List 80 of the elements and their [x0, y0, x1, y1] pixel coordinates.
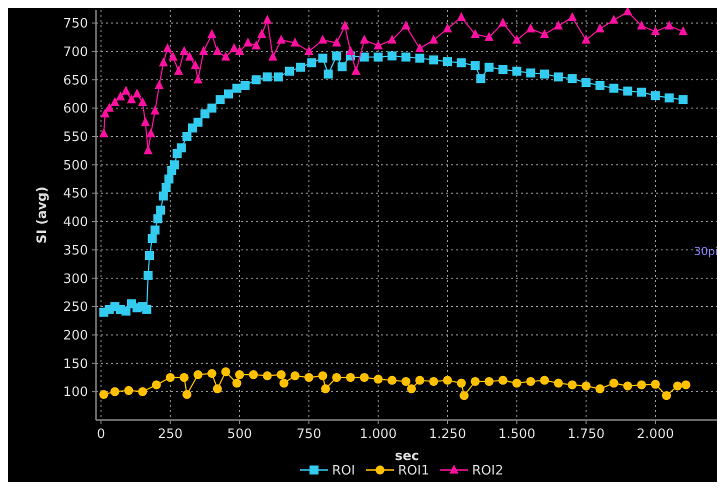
point	[232, 378, 242, 388]
point	[152, 380, 161, 390]
point	[484, 376, 494, 386]
y-tick-label: 500	[63, 158, 88, 174]
y-axis-title: SI (avg)	[35, 186, 50, 244]
y-tick-label: 750	[63, 16, 88, 32]
legend-label: ROI2	[472, 464, 504, 479]
point	[415, 376, 424, 385]
point	[207, 369, 216, 378]
point	[318, 371, 328, 380]
x-tick-label: 1.250	[428, 427, 466, 442]
point	[360, 372, 369, 382]
x-tick-label: 1.000	[360, 427, 397, 442]
y-tick-label: 650	[63, 73, 88, 88]
point	[637, 380, 646, 390]
point	[248, 370, 258, 380]
point	[290, 371, 300, 380]
x-tick-label: 750	[296, 427, 322, 442]
x-tick-label: 2.000	[636, 427, 674, 442]
legend-label: ROI1	[398, 464, 430, 479]
x-tick-label: 1.500	[498, 427, 536, 442]
point	[401, 376, 410, 386]
point	[304, 372, 314, 382]
x-tick-label: 250	[158, 427, 183, 442]
point	[276, 370, 286, 380]
y-tick-label: 400	[63, 215, 88, 230]
point	[554, 378, 563, 388]
point	[212, 384, 222, 394]
point	[262, 371, 272, 380]
point	[388, 376, 397, 385]
point	[460, 391, 469, 400]
y-tick-label: 450	[63, 186, 88, 202]
point	[221, 367, 230, 376]
legend-label: ROI	[332, 464, 356, 479]
point	[650, 380, 660, 389]
point	[582, 381, 591, 390]
point	[609, 378, 618, 388]
point	[568, 380, 577, 390]
point	[346, 372, 355, 382]
point	[526, 376, 536, 386]
point	[623, 381, 632, 390]
point	[456, 378, 466, 388]
point	[138, 387, 148, 396]
point	[166, 372, 175, 382]
point	[595, 384, 604, 394]
y-tick-label: 350	[63, 243, 88, 258]
y-tick-label: 700	[63, 44, 88, 60]
point	[182, 390, 192, 399]
point	[406, 384, 416, 394]
x-tick-label: 500	[227, 427, 252, 442]
y-tick-label: 150	[63, 356, 88, 372]
point	[512, 378, 522, 388]
x-axis-title: sec	[394, 449, 420, 464]
point	[194, 370, 203, 380]
point	[442, 376, 452, 385]
point	[498, 376, 508, 385]
y-tick-label: 600	[63, 102, 88, 117]
point	[332, 372, 342, 382]
point	[662, 391, 671, 400]
x-tick-label: 1.750	[567, 427, 605, 442]
point	[673, 381, 682, 390]
point	[470, 376, 480, 386]
point	[99, 390, 108, 399]
point	[429, 376, 438, 386]
annotation: 30pi	[694, 245, 718, 258]
point	[374, 374, 383, 384]
x-tick-label: 0	[96, 427, 106, 442]
y-tick-label: 200	[63, 328, 88, 344]
point	[540, 376, 550, 385]
point	[110, 387, 120, 396]
point	[124, 386, 134, 396]
point	[681, 380, 690, 390]
point	[279, 378, 288, 388]
y-tick-label: 550	[63, 130, 88, 146]
y-tick-label: 250	[63, 300, 88, 316]
point	[235, 370, 244, 380]
point	[321, 384, 330, 394]
point	[180, 372, 189, 382]
y-tick-label: 100	[63, 385, 88, 400]
y-tick-label: 300	[63, 272, 88, 287]
